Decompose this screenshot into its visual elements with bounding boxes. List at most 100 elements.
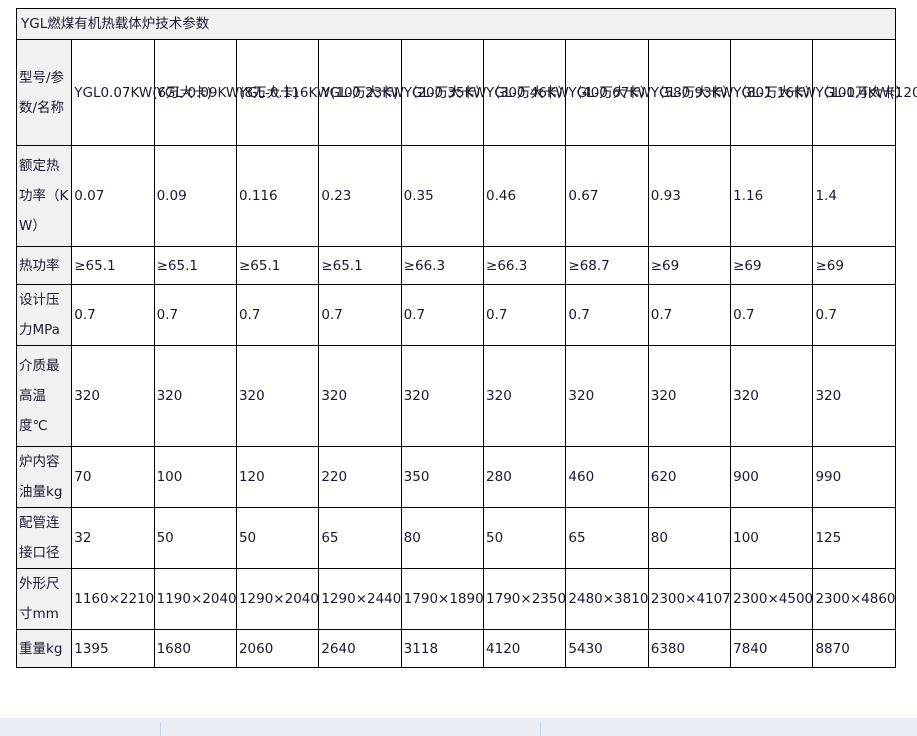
table-cell: 2300×4107 <box>647 568 732 630</box>
table-cell: ≥65.1 <box>153 246 237 285</box>
table-cell: 0.7 <box>565 284 649 346</box>
table-cell-text: 1790×1890 <box>403 591 484 607</box>
row-label-text: 重量kg <box>19 640 63 657</box>
table-row: 热功率 ≥65.1 ≥65.1 ≥65.1 ≥65.1 ≥66.3 ≥66.3 ≥68.7 ≥6… <box>15 246 896 285</box>
table-cell-text: ≥66.3 <box>486 257 528 274</box>
table-row: 额定热功率（KW） 0.07 0.09 0.116 0.23 0.35 0.46 0.67 0.… <box>15 145 896 247</box>
table-row: 外形尺寸mm 1160×2210 1190×2040 1290×2040 1290×24… <box>15 568 896 630</box>
table-cell: 65 <box>318 507 402 569</box>
table-cell-text: 2480×3810 <box>568 591 649 607</box>
table-cell-text: 1290×2040 <box>238 591 319 607</box>
table-cell: 0.7 <box>400 284 485 346</box>
table-cell-text: 900 <box>733 469 759 485</box>
table-cell: 3118 <box>400 629 485 668</box>
table-cell: 1395 <box>71 629 155 668</box>
table-cell-text: 65 <box>321 530 339 546</box>
table-cell: 2300×4500 <box>730 568 814 630</box>
column-header-text: YGL-1.16KW（100万大卡） <box>733 84 910 101</box>
column-header-model-4: YGL-0.23KW（20万大卡） <box>318 39 489 146</box>
table-cell: ≥66.3 <box>400 246 485 285</box>
column-header-text: YGL0.07KW(6万大卡) <box>74 84 212 101</box>
table-cell-text: 320 <box>486 388 512 404</box>
table-cell-text: 1.16 <box>733 188 764 204</box>
table-cell-text: 320 <box>238 388 265 404</box>
row-label-header: 型号/参数/名称 <box>15 39 73 146</box>
table-cell: 0.7 <box>812 284 896 346</box>
table-cell: 320 <box>730 345 814 447</box>
table-cell-text: 0.7 <box>321 307 343 323</box>
table-title-row: YGL燃煤有机热载体炉技术参数 <box>16 8 896 40</box>
table-cell-text: 320 <box>733 388 759 404</box>
table-cell: 0.7 <box>71 284 155 346</box>
table-cell: 2300×4860 <box>812 568 896 630</box>
table-cell: 0.7 <box>153 284 237 346</box>
table-cell: 220 <box>318 446 402 508</box>
table-cell-text: 100 <box>156 469 183 485</box>
table-cell-text: 7840 <box>733 640 768 657</box>
table-cell-text: 0.7 <box>486 307 508 323</box>
table-cell-text: 120 <box>238 469 265 485</box>
table-cell-text: 0.23 <box>321 188 352 204</box>
table-cell-text: 0.7 <box>238 307 261 323</box>
table-cell-text: 1680 <box>156 640 191 657</box>
table-cell: 320 <box>565 345 649 447</box>
table-cell-text: 0.7 <box>403 307 426 323</box>
table-cell: 5430 <box>565 629 649 668</box>
row-label-text: 炉内容油量kg <box>19 454 63 500</box>
column-header-model-2: YGL-0.09KW(8万大卡) <box>153 39 299 146</box>
table-cell-text: 1160×2210 <box>74 591 155 607</box>
table-cell-text: 320 <box>74 388 101 404</box>
table-cell: 0.7 <box>730 284 814 346</box>
table-cell-text: 0.07 <box>74 188 105 204</box>
table-cell: 50 <box>153 507 237 569</box>
table-cell: ≥66.3 <box>483 246 567 285</box>
table-cell-text: ≥65.1 <box>156 257 198 274</box>
table-cell: 350 <box>400 446 485 508</box>
column-header-model-6: YGL-0.46KW（40万大卡） <box>483 39 653 146</box>
spec-table-container: YGL燃煤有机热载体炉技术参数 型号/参数/名称 YGL0.07KW(6万大卡)… <box>15 8 917 668</box>
table-cell-text: 2300×4500 <box>733 591 814 607</box>
table-cell: 0.67 <box>565 145 649 247</box>
table-cell: 320 <box>71 345 155 447</box>
table-cell-text: 280 <box>486 469 512 485</box>
table-cell: 80 <box>400 507 485 569</box>
table-cell: 900 <box>730 446 814 508</box>
table-cell-text: 1290×2440 <box>321 591 402 607</box>
table-cell-text: 80 <box>403 530 421 546</box>
table-cell-text: ≥68.7 <box>568 257 610 274</box>
table-cell: 0.23 <box>318 145 402 247</box>
table-cell: ≥68.7 <box>565 246 649 285</box>
column-header-model-1: YGL0.07KW(6万大卡) <box>71 39 212 146</box>
table-cell: 1680 <box>153 629 237 668</box>
table-cell: 32 <box>71 507 155 569</box>
column-header-text: YGL-1.4KW(120万大卡) <box>815 84 917 101</box>
table-cell: 125 <box>812 507 896 569</box>
table-cell: 460 <box>565 446 649 508</box>
table-cell-text: 0.09 <box>156 188 187 204</box>
column-header-text: YGL-0.116KW(10万大卡) <box>238 84 399 101</box>
table-cell: 1160×2210 <box>71 568 155 630</box>
table-cell: ≥65.1 <box>71 246 155 285</box>
table-cell: 990 <box>812 446 896 508</box>
table-cell: ≥65.1 <box>318 246 402 285</box>
table-cell: 280 <box>483 446 567 508</box>
table-cell: 70 <box>71 446 155 508</box>
table-cell-text: 460 <box>568 469 595 485</box>
table-cell: 1290×2440 <box>318 568 402 630</box>
row-label: 外形尺寸mm <box>15 568 73 630</box>
row-label: 热功率 <box>15 246 73 285</box>
table-cell: 7840 <box>730 629 814 668</box>
table-cell-text: 70 <box>74 469 92 485</box>
table-cell: ≥69 <box>812 246 896 285</box>
table-cell: 1790×2350 <box>483 568 567 630</box>
table-cell: 320 <box>400 345 485 447</box>
table-cell: 1.4 <box>812 145 896 247</box>
table-cell: 0.09 <box>153 145 237 247</box>
table-cell-text: 320 <box>403 388 430 404</box>
table-cell-text: ≥69 <box>733 257 762 274</box>
column-header-text: YGL-0.67KW（58万大卡） <box>568 84 736 101</box>
row-label-text: 外形尺寸mm <box>19 576 60 622</box>
table-cell-text: 320 <box>815 388 842 404</box>
table-cell: 0.7 <box>318 284 402 346</box>
column-header-model-3: YGL-0.116KW(10万大卡) <box>235 39 399 146</box>
